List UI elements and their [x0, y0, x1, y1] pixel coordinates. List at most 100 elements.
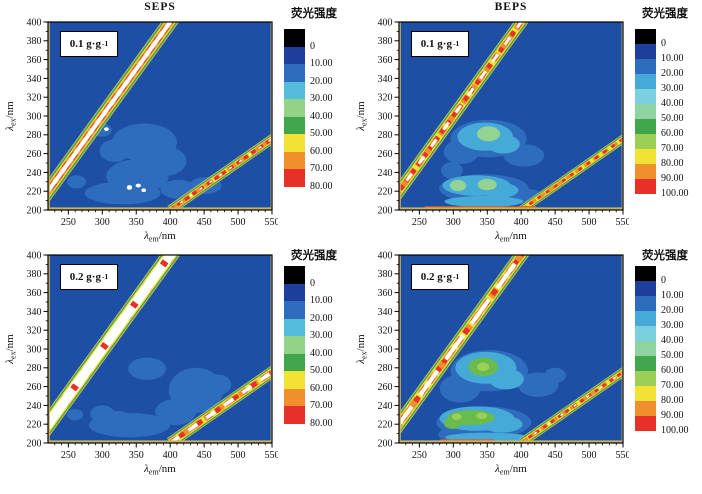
y-tick-label: 360: [378, 55, 393, 66]
y-tick-label: 220: [378, 420, 393, 431]
y-tick-label: 320: [378, 326, 393, 337]
fluorescence-region: [67, 175, 87, 189]
y-tick-label: 300: [378, 111, 393, 122]
colorbar-segment: [635, 326, 656, 341]
y-tick-label: 280: [27, 363, 42, 374]
colorbar-segment: [284, 151, 305, 169]
x-tick-label: 250: [61, 450, 76, 461]
y-tick-label: 400: [378, 250, 393, 261]
colorbar-tick-label: 20.00: [661, 305, 684, 316]
y-tick-label: 260: [378, 149, 393, 160]
y-tick-label: 380: [378, 36, 393, 47]
fluorescence-region: [84, 181, 161, 205]
colorbar-tick-label: 90.00: [661, 173, 684, 184]
y-tick-label: 220: [378, 187, 393, 198]
y-tick-label: 360: [378, 288, 393, 299]
colorbar-title: 荧光强度: [642, 250, 688, 262]
x-tick-label: 250: [61, 217, 76, 228]
concentration-label: 0.2 g·g -1: [411, 264, 469, 290]
fluorescence-region: [444, 195, 524, 208]
colorbar-segment: [635, 149, 656, 164]
colorbar-tick-label: 0: [661, 275, 666, 286]
x-tick-label: 350: [480, 217, 495, 228]
rayleigh-second-order-band: [520, 136, 623, 210]
sample-title: BEPS: [494, 1, 528, 13]
x-tick-label: 500: [582, 450, 597, 461]
plot-area: [399, 22, 623, 210]
x-tick-label: 550: [616, 450, 630, 461]
panel-seps-0.2: 250 300 350 400 450 500 550 200 220 240 260 280 300 3…: [0, 247, 351, 494]
colorbar-segment: [635, 416, 656, 431]
y-tick-label: 240: [378, 168, 393, 179]
colorbar: 荧光强度 0 10.00 20.00 30.00 40.00 50.00 60.00 70.0…: [629, 0, 702, 247]
colorbar-segment: [284, 406, 305, 424]
x-tick-label: 550: [616, 217, 630, 228]
concentration-value: 0.1 g·g: [69, 38, 101, 50]
concentration-value: 0.2 g·g: [69, 271, 101, 283]
colorbar-tick-label: 40.00: [661, 98, 684, 109]
rayleigh-first-order-band: [399, 255, 524, 428]
x-tick-label: 400: [514, 450, 529, 461]
fluorescence-region: [443, 417, 462, 429]
colorbar-segment: [284, 301, 305, 319]
concentration-label: 0.1 g·g -1: [60, 31, 118, 57]
eem-contour-plot: 250 300 350 400 450 500 550 200 220 240 260 280 300 3…: [4, 250, 279, 476]
plot-area: [48, 22, 272, 210]
colorbar-tick-label: 50.00: [310, 365, 333, 376]
x-tick-label: 300: [446, 217, 461, 228]
y-tick-label: 200: [27, 205, 42, 216]
x-tick-label: 500: [231, 450, 246, 461]
fluorescence-region: [104, 127, 109, 132]
colorbar-tick-label: 40.00: [310, 347, 333, 359]
x-tick-label: 300: [95, 217, 110, 228]
y-tick-label: 380: [27, 269, 42, 280]
colorbar-tick-label: 0: [310, 277, 315, 289]
x-tick-label: 350: [129, 217, 144, 228]
colorbar-tick-label: 30.00: [661, 83, 684, 94]
colorbar: 荧光强度 0 10.00 20.00 30.00 40.00 50.00 60.00 70.0…: [629, 247, 702, 494]
x-tick-label: 400: [514, 217, 529, 228]
rayleigh-first-order-band: [399, 22, 524, 194]
x-tick-label: 350: [129, 450, 144, 461]
colorbar-segment: [635, 104, 656, 119]
y-tick-label: 280: [378, 363, 393, 374]
rayleigh-second-order-band: [168, 368, 272, 443]
colorbar-tick-label: 10.00: [310, 58, 333, 69]
x-tick-label: 450: [197, 217, 212, 228]
y-tick-label: 360: [27, 288, 42, 299]
colorbar-tick-label: 20.00: [661, 68, 684, 79]
colorbar-tick-label: 40.00: [310, 110, 333, 122]
y-tick-label: 340: [378, 74, 393, 85]
colorbar-segment: [284, 99, 305, 117]
colorbar-tick-label: 70.00: [661, 143, 684, 154]
colorbar-segment: [635, 266, 656, 281]
fluorescence-region: [204, 374, 232, 396]
x-tick-label: 550: [265, 450, 279, 461]
y-axis-title: λex/nm: [355, 101, 369, 132]
colorbar-segment: [635, 119, 656, 134]
colorbar-segment: [284, 169, 305, 187]
colorbar-segment: [284, 46, 305, 64]
fluorescence-region: [135, 183, 141, 188]
y-axis-title: λex/nm: [4, 101, 18, 132]
rayleigh-second-order-band: [169, 136, 272, 210]
eem-contour-plot: 250 300 350 400 450 500 550 200 220 240 260 280 300 3…: [355, 250, 630, 476]
x-tick-label: 300: [95, 450, 110, 461]
concentration-value: 0.1 g·g: [420, 38, 452, 50]
rayleigh-first-order-band: [48, 22, 173, 195]
colorbar-tick-label: 60.00: [310, 145, 333, 157]
rayleigh-second-order-band: [520, 137, 623, 210]
colorbar-tick-label: 70.00: [310, 400, 333, 411]
panel-beps-0.1: BEPS 250 300 350 400 450 500 550 200 220 240 260 28…: [351, 0, 702, 247]
x-tick-label: 400: [163, 450, 178, 461]
colorbar: 荧光强度 0 10.00 20.00 30.00 40.00 50.00 60.00 70.0…: [278, 247, 351, 494]
colorbar-tick-label: 70.00: [310, 163, 333, 174]
colorbar-tick-label: 0: [310, 40, 315, 52]
colorbar-segment: [635, 401, 656, 416]
colorbar-segment: [284, 29, 305, 47]
colorbar-scale: 0 10.00 20.00 30.00 40.00 50.00 60.00 70.00 80.0…: [284, 266, 350, 429]
x-tick-label: 300: [446, 450, 461, 461]
y-tick-label: 400: [27, 250, 42, 261]
sample-title: SEPS: [144, 1, 176, 13]
